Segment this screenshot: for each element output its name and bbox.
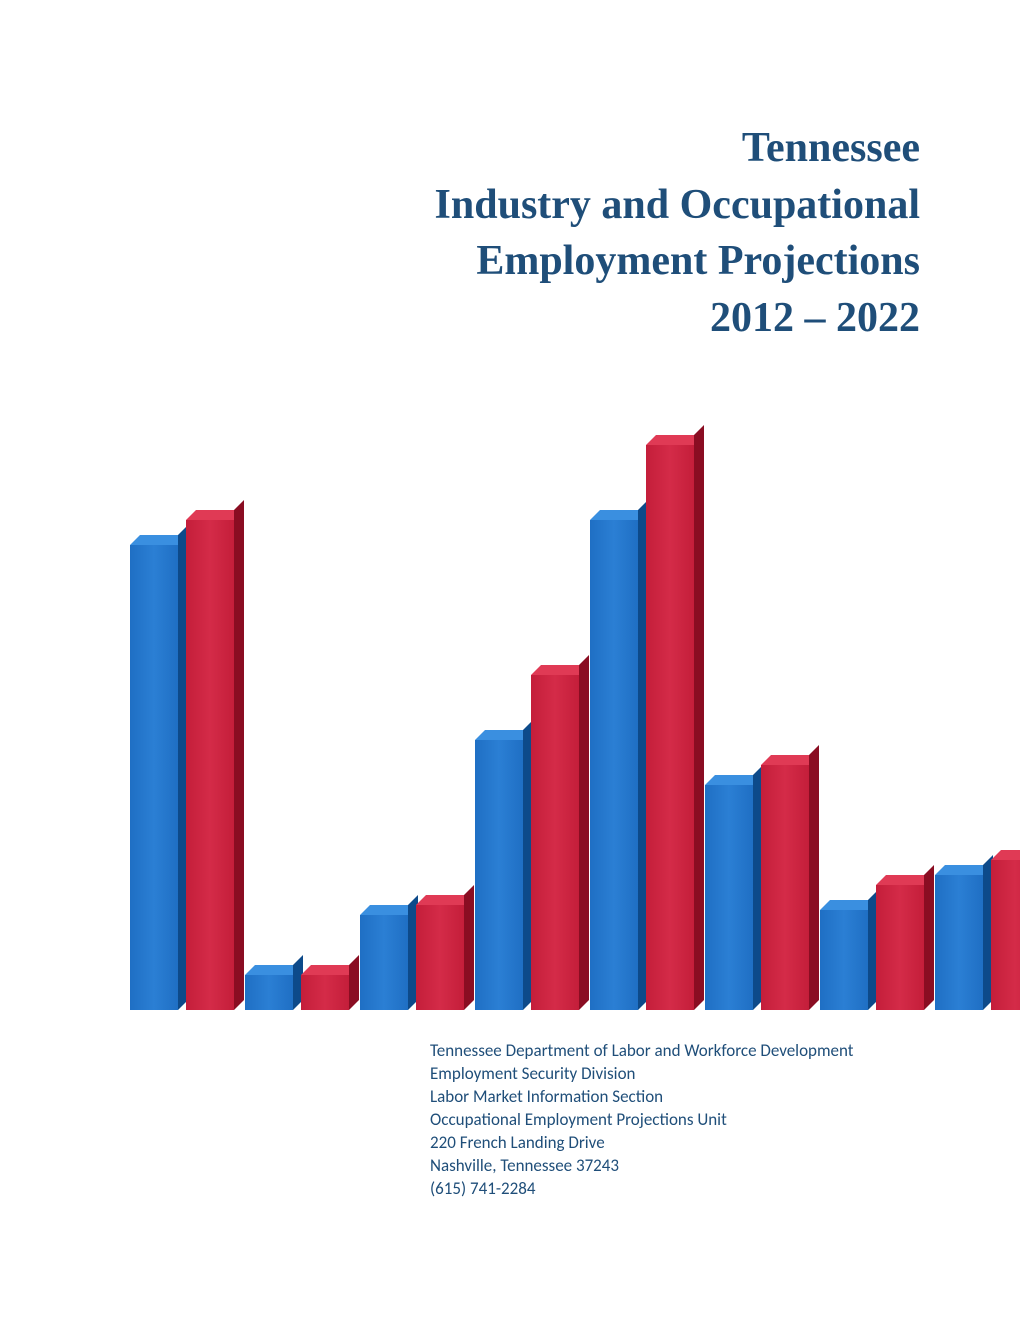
bar-blue [360,915,408,1010]
bar-red [876,885,924,1010]
footer-line: Employment Security Division [430,1063,853,1086]
bar-blue [590,520,638,1010]
title-line-2: Industry and Occupational [435,177,920,234]
bar-blue [130,545,178,1010]
bar-red [991,860,1020,1010]
bar-blue [935,875,983,1010]
footer-line: Nashville, Tennessee 37243 [430,1155,853,1178]
title-line-4: 2012 – 2022 [435,290,920,347]
footer-line: (615) 741-2284 [430,1178,853,1201]
bar-blue [705,785,753,1010]
bar-blue [820,910,868,1010]
footer-address: Tennessee Department of Labor and Workfo… [430,1040,853,1201]
footer-line: Occupational Employment Projections Unit [430,1109,853,1132]
document-title: Tennessee Industry and Occupational Empl… [435,120,920,347]
bar-blue [475,740,523,1010]
footer-line: 220 French Landing Drive [430,1132,853,1155]
bar-red [301,975,349,1010]
bar-red [646,445,694,1010]
title-line-1: Tennessee [435,120,920,177]
bar-chart [130,420,930,1010]
title-line-3: Employment Projections [435,233,920,290]
footer-line: Labor Market Information Section [430,1086,853,1109]
bar-blue [245,975,293,1010]
bar-red [416,905,464,1010]
bar-red [186,520,234,1010]
footer-line: Tennessee Department of Labor and Workfo… [430,1040,853,1063]
bar-red [531,675,579,1010]
bar-red [761,765,809,1010]
